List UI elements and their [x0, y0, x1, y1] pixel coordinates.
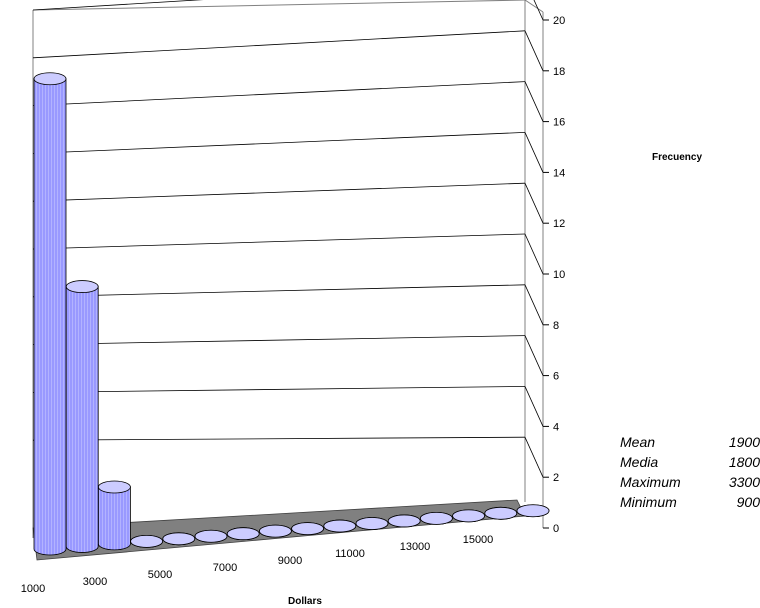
- stat-row-maximum: Maximum 3300: [620, 472, 760, 492]
- bar: [226, 527, 260, 541]
- bar: [484, 506, 518, 520]
- gridline-side: [524, 284, 544, 325]
- stat-value: 1800: [728, 454, 760, 470]
- gridline-side: [524, 132, 544, 173]
- gridline-side: [533, 0, 544, 21]
- y-tick-label: 12: [553, 218, 565, 230]
- bar: [323, 519, 357, 533]
- stat-value: 900: [736, 494, 760, 510]
- bar-body: [33, 78, 67, 556]
- bar: [130, 534, 164, 548]
- stat-label: Maximum: [620, 474, 681, 490]
- gridline: [32, 284, 526, 298]
- back-wall-top-edge: [32, 0, 526, 11]
- gridline-side: [524, 233, 544, 275]
- bar: [355, 517, 389, 530]
- x-tick-label: 13000: [400, 541, 431, 553]
- y-tick-label: 0: [553, 523, 559, 535]
- bar-body: [65, 286, 99, 553]
- gridline: [32, 30, 526, 59]
- gridline: [32, 182, 526, 202]
- gridline: [32, 0, 204, 11]
- y-tick-label: 4: [553, 421, 559, 433]
- gridline: [32, 81, 526, 106]
- y-tick-label: 14: [553, 167, 565, 179]
- bar-top: [419, 512, 453, 525]
- stat-value: 1900: [728, 434, 760, 450]
- gridline-side: [524, 335, 544, 376]
- y-axis: 0 2 4 6 8 10 12 14 16 18 20: [543, 15, 565, 535]
- stat-row-media: Media 1800: [620, 452, 760, 472]
- bar: [162, 532, 196, 546]
- bar-top: [516, 504, 550, 518]
- bar: [387, 514, 421, 528]
- bar-top: [484, 506, 518, 520]
- stat-row-minimum: Minimum 900: [620, 492, 760, 512]
- x-tick-label: 9000: [278, 555, 302, 567]
- bar-top: [65, 280, 99, 293]
- stat-label: Minimum: [620, 494, 677, 510]
- x-tick-label: 1000: [21, 583, 45, 595]
- bar: [65, 280, 99, 553]
- y-tick-label: 8: [553, 320, 559, 332]
- bar-top: [355, 517, 389, 530]
- gridline: [32, 335, 526, 345]
- y-axis-title: Frecuency: [652, 152, 702, 163]
- bar: [516, 504, 550, 518]
- gridline-side: [524, 81, 544, 122]
- bar-top: [194, 529, 228, 543]
- gridlines: [32, 0, 544, 538]
- y-tick-label: 2: [553, 472, 559, 484]
- bar-top: [130, 534, 164, 548]
- y-tick-label: 10: [553, 269, 565, 281]
- gridline-side: [524, 30, 544, 71]
- x-axis: 1000 3000 5000 7000 9000 11000 13000 15000: [21, 534, 494, 595]
- bar: [419, 512, 453, 525]
- bar-top: [291, 522, 325, 535]
- stat-label: Mean: [620, 434, 656, 450]
- x-tick-label: 15000: [463, 534, 494, 546]
- bar: [291, 522, 325, 535]
- gridline-side: [524, 386, 544, 427]
- bar-top: [33, 72, 67, 86]
- gridline-side: [524, 183, 544, 224]
- gridline: [32, 233, 526, 250]
- y-tick-label: 20: [553, 15, 565, 27]
- x-tick-label: 3000: [83, 576, 107, 588]
- bar: [258, 524, 292, 538]
- summary-stats: Mean 1900 Media 1800 Maximum 3300 Minimu…: [620, 432, 760, 512]
- gridline-side: [524, 437, 544, 478]
- gridline: [32, 386, 526, 393]
- bar: [194, 529, 228, 543]
- stat-value: 3300: [728, 474, 760, 490]
- bar: [33, 72, 67, 556]
- gridline: [32, 436, 526, 441]
- bar-body: [98, 486, 131, 551]
- side-wall-top-edge: [524, 0, 544, 13]
- x-tick-label: 7000: [213, 562, 237, 574]
- bar-top: [226, 527, 260, 541]
- y-tick-label: 6: [553, 371, 559, 383]
- stat-label: Media: [620, 454, 659, 470]
- bars: [33, 72, 550, 556]
- x-tick-label: 11000: [335, 548, 365, 560]
- y-tick-label: 18: [553, 66, 565, 78]
- bar-top: [98, 480, 131, 494]
- bar: [452, 509, 486, 523]
- x-axis-title: Dollars: [288, 596, 322, 607]
- x-tick-label: 5000: [148, 569, 172, 581]
- bar: [98, 480, 131, 551]
- bar-top: [323, 519, 357, 533]
- bar-top: [452, 509, 486, 523]
- bar-top: [258, 524, 292, 538]
- bar-top: [387, 514, 421, 528]
- stat-row-mean: Mean 1900: [620, 432, 760, 452]
- gridline: [32, 132, 526, 154]
- y-tick-label: 16: [553, 117, 565, 129]
- bar-top: [162, 532, 196, 546]
